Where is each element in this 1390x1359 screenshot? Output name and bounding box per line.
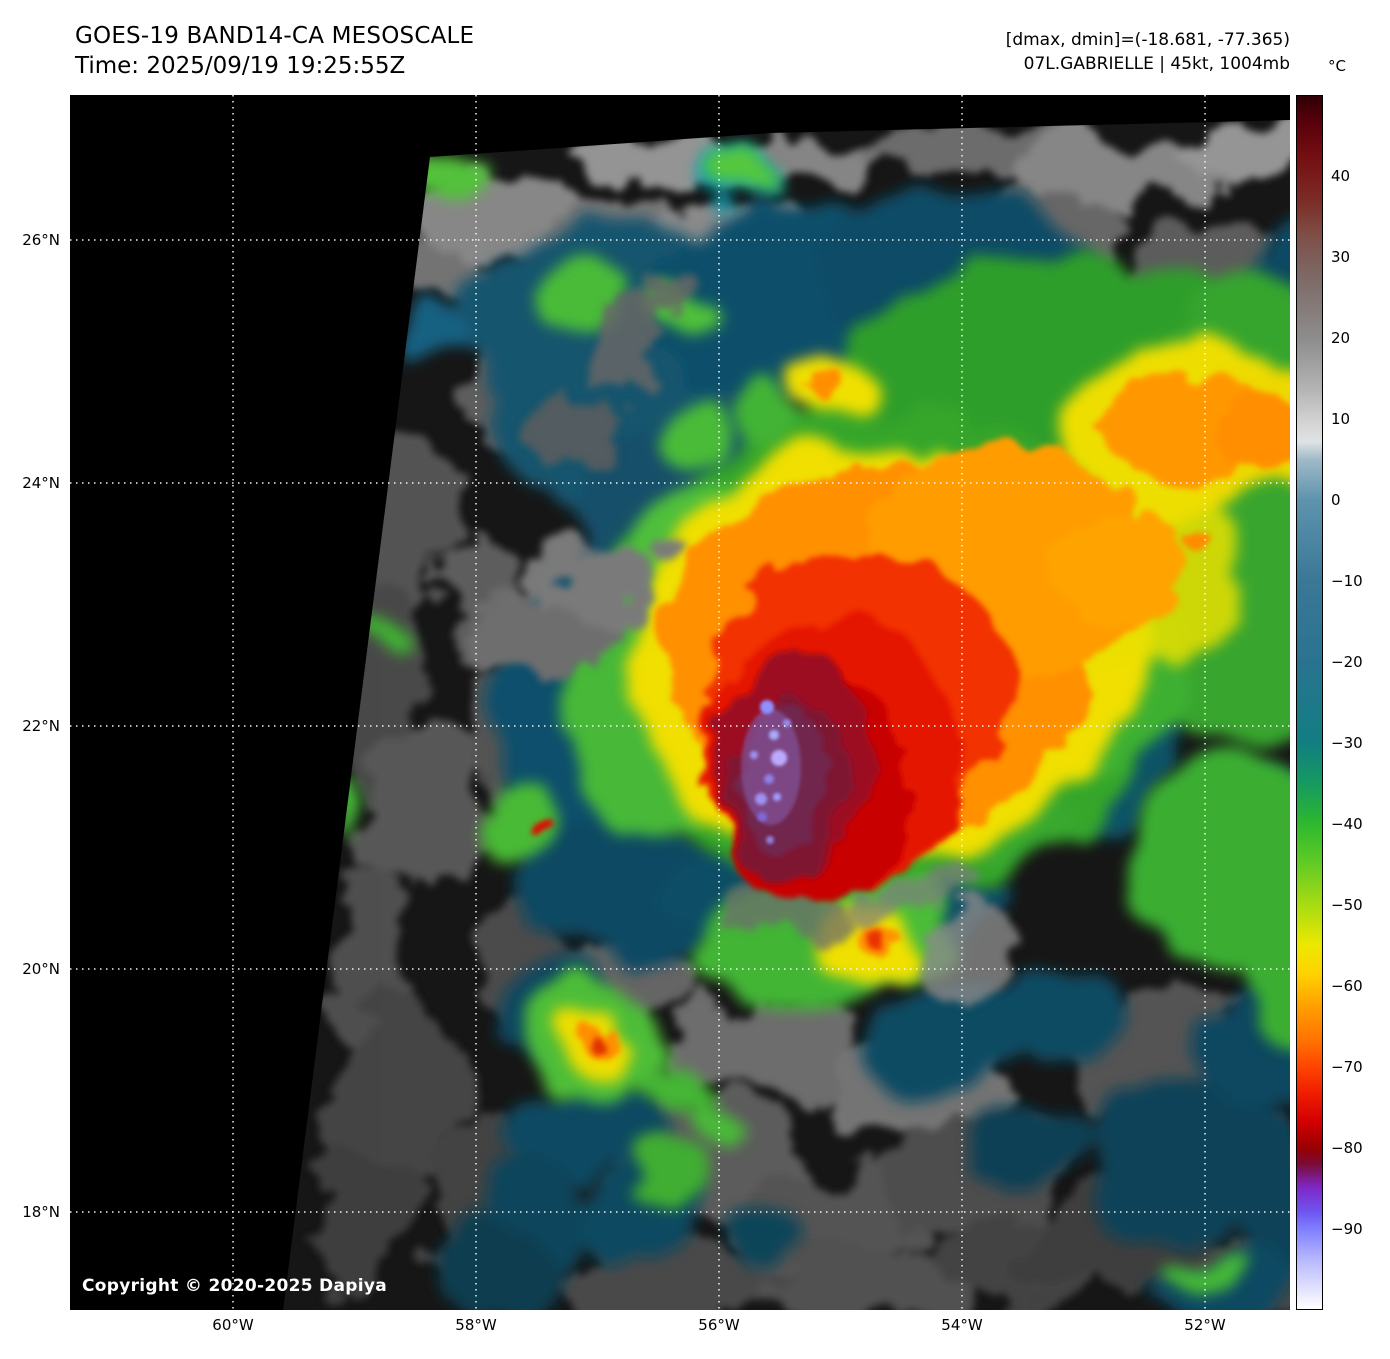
lon-tick-label: 58°W [455, 1316, 497, 1334]
lat-tick-label: 20°N [22, 960, 60, 978]
lon-tick-label: 60°W [212, 1316, 254, 1334]
lon-tick-label: 56°W [698, 1316, 740, 1334]
colorbar-tick-label: −70 [1331, 1058, 1363, 1076]
colorbar-tick-label: 0 [1331, 491, 1341, 509]
colorbar-tick-label: −20 [1331, 653, 1363, 671]
colorbar-unit-label: °C [1328, 57, 1346, 75]
colorbar-tick-label: 30 [1331, 248, 1351, 266]
colorbar-tick-label: −10 [1331, 572, 1363, 590]
colorbar-tick-label: 20 [1331, 329, 1351, 347]
lat-tick-label: 22°N [22, 717, 60, 735]
colorbar-tick-label: 40 [1331, 167, 1351, 185]
colorbar-tick-label: −90 [1331, 1220, 1363, 1238]
page-title: GOES-19 BAND14-CA MESOSCALE [75, 23, 475, 49]
colorbar-tick-label: −60 [1331, 977, 1363, 995]
colorbar-tick-labels: 40 30 20 10 0 −10 −20 −30 −40 −50 −60 −70 −80 −90 [1331, 95, 1389, 1310]
colorbar [1296, 95, 1323, 1310]
latitude-axis: 26°N 24°N 22°N 20°N 18°N [0, 95, 64, 1310]
colorbar-tick-label: −40 [1331, 815, 1363, 833]
colorbar-tick-label: 10 [1331, 410, 1351, 428]
lat-tick-label: 18°N [22, 1203, 60, 1221]
satellite-imagery [70, 95, 1290, 1310]
storm-info: 07L.GABRIELLE | 45kt, 1004mb [1023, 54, 1290, 74]
longitude-axis: 60°W 58°W 56°W 54°W 52°W [70, 1316, 1290, 1338]
colorbar-tick-label: −30 [1331, 734, 1363, 752]
lat-lon-gridlines [70, 95, 1290, 1310]
dmax-dmin-readout: [dmax, dmin]=(-18.681, -77.365) [1005, 30, 1290, 50]
lon-tick-label: 52°W [1184, 1316, 1226, 1334]
lat-tick-label: 26°N [22, 231, 60, 249]
timestamp: Time: 2025/09/19 19:25:55Z [75, 53, 406, 79]
lon-tick-label: 54°W [941, 1316, 983, 1334]
colorbar-gradient [1297, 96, 1322, 1309]
lat-tick-label: 24°N [22, 474, 60, 492]
map-plot-area: Copyright © 2020-2025 Dapiya [70, 95, 1290, 1310]
colorbar-tick-label: −80 [1331, 1139, 1363, 1157]
copyright-watermark: Copyright © 2020-2025 Dapiya [82, 1276, 387, 1296]
colorbar-tick-label: −50 [1331, 896, 1363, 914]
